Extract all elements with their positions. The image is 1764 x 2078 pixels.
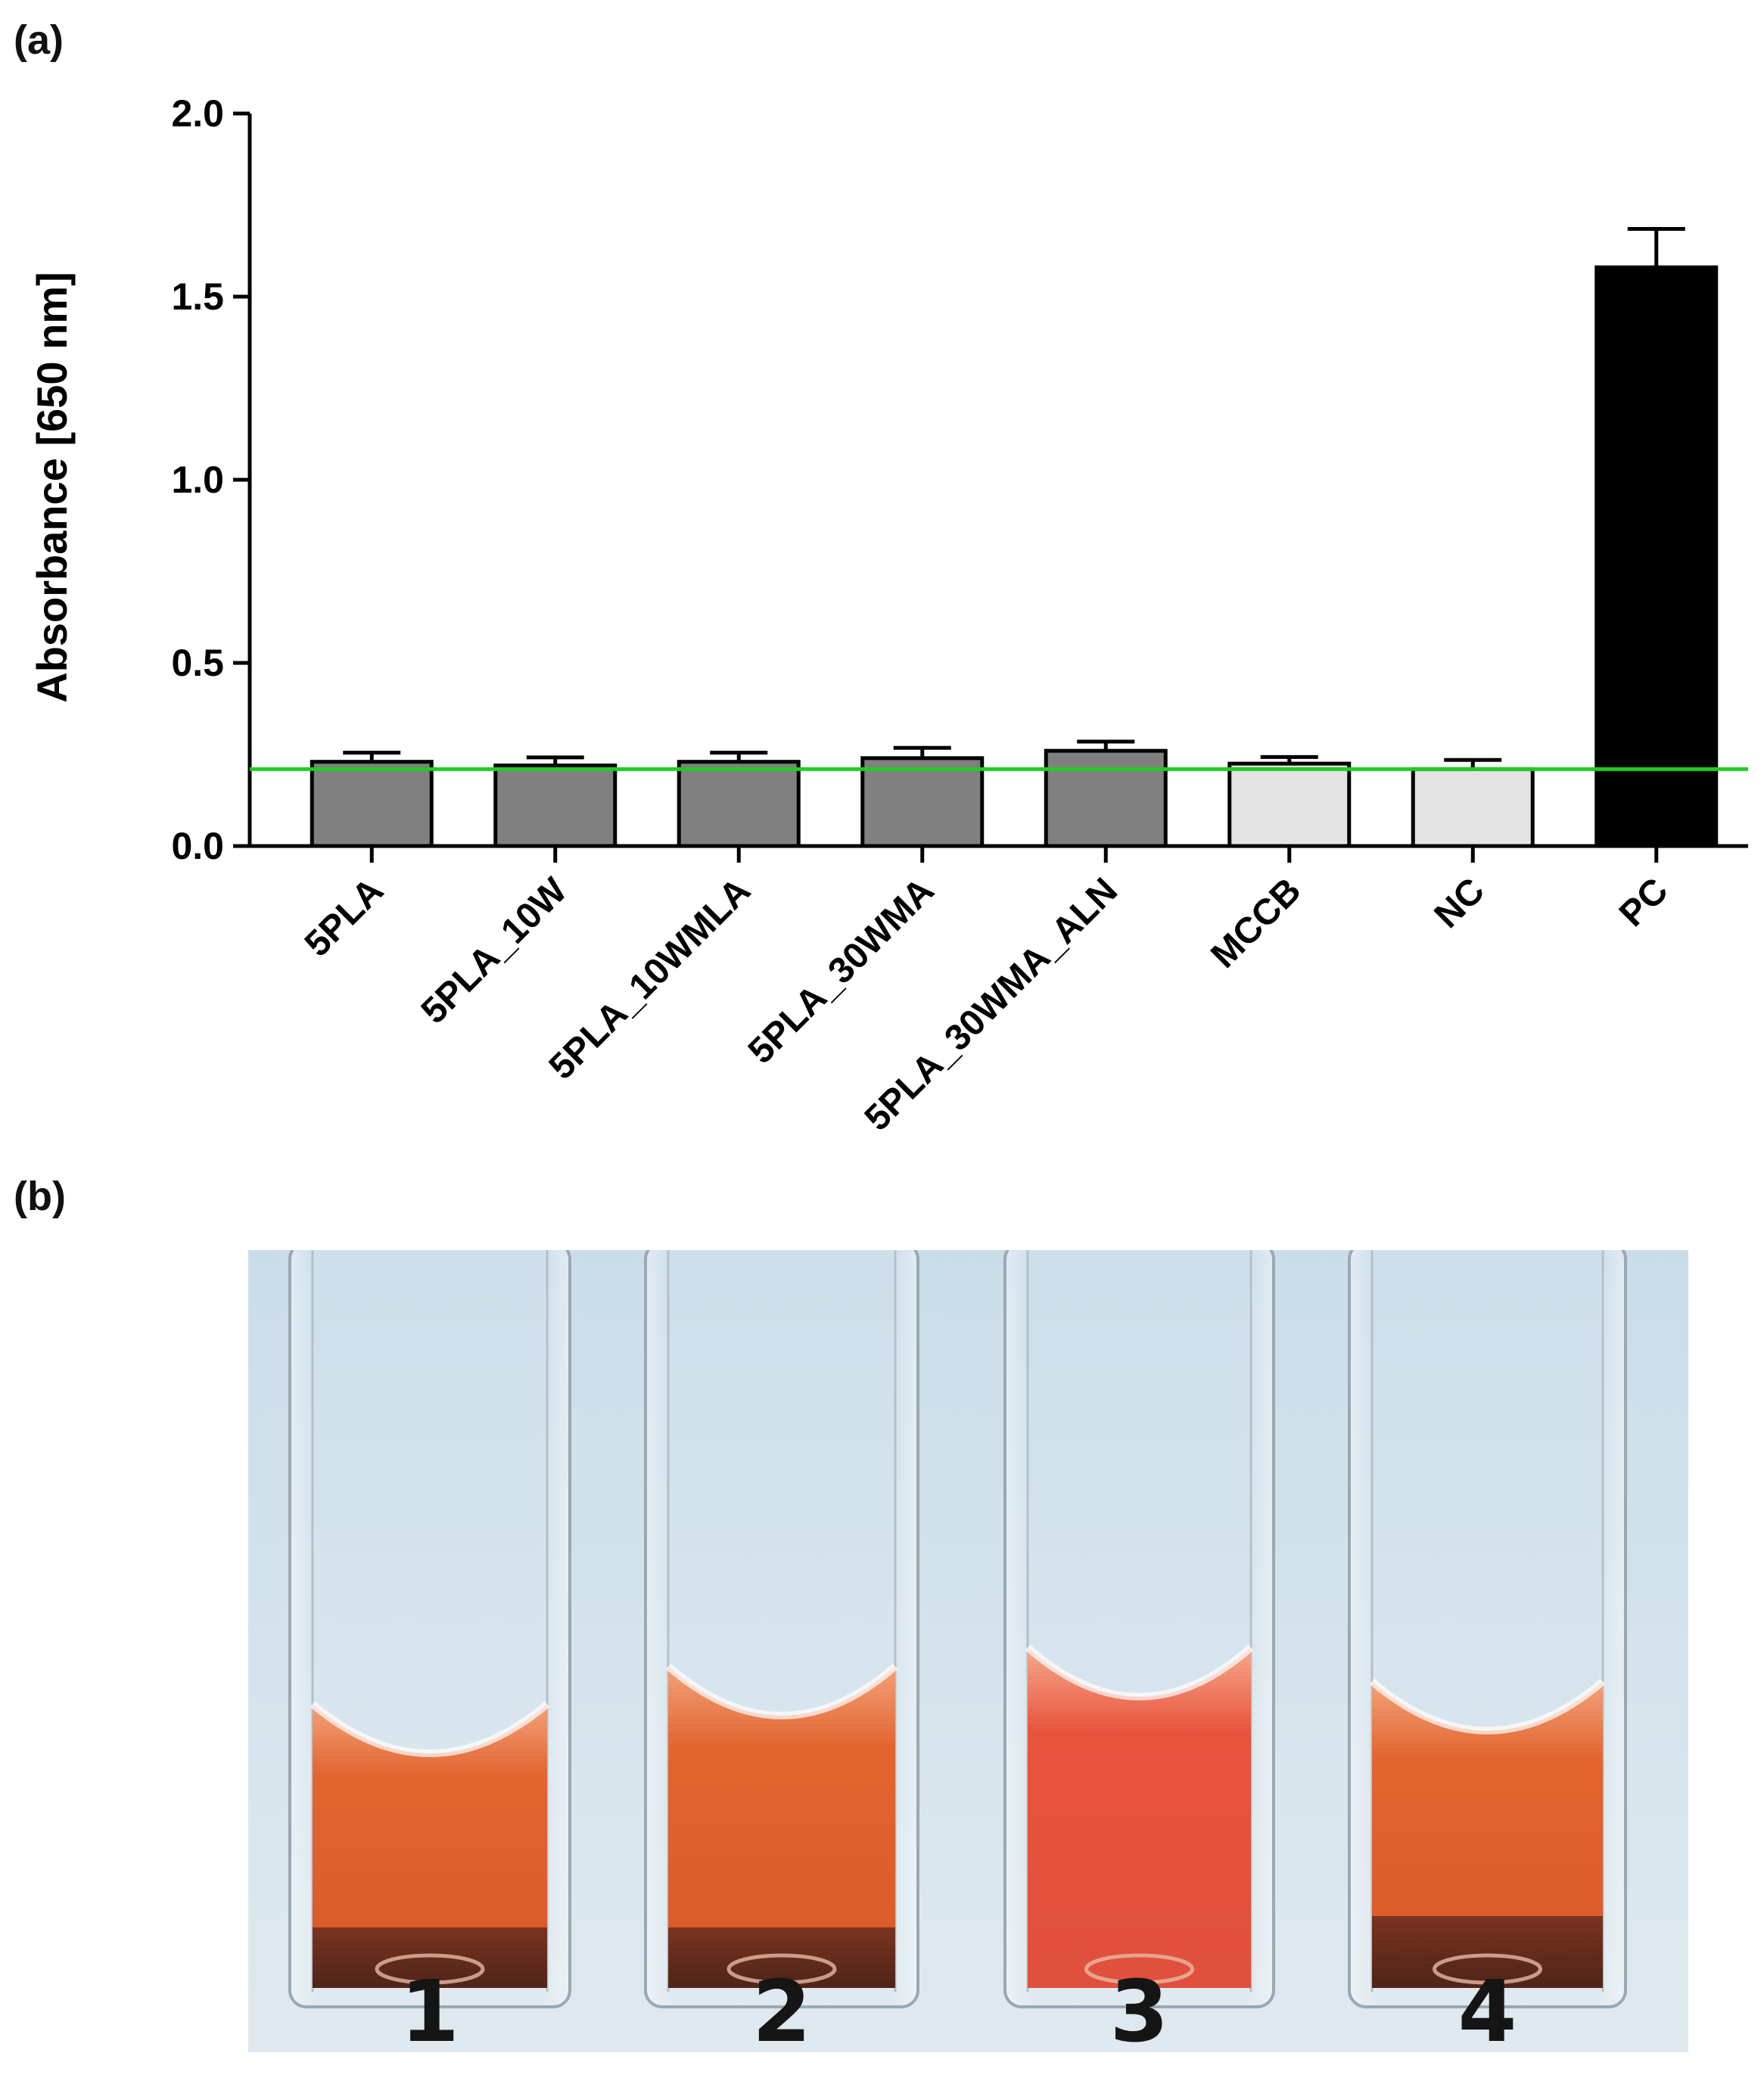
cuvette-sediment: [1372, 1916, 1603, 1988]
cuvettes: [288, 1250, 1627, 2008]
cuvette-liquid: [1028, 1647, 1251, 1988]
cuvettes-photo: 1 2 3 4: [248, 1250, 1688, 2052]
y-tick-label: 1.5: [171, 275, 224, 318]
cuvette: [1348, 1250, 1627, 2008]
x-tick-label: 5PLA: [297, 870, 391, 964]
bar: [1411, 767, 1535, 848]
cuvette-sediment: [668, 1927, 895, 1988]
cuvette-meniscus: [310, 1701, 550, 1757]
bar: [1227, 761, 1352, 848]
cuvette-labels: 1 2 3 4: [400, 1963, 1517, 2052]
cuvette-bottom-ring: [375, 1953, 485, 1985]
x-axis: 5PLA 5PLA_10W5PLA_10WMLA5PLA_30WMA5PLA_30…: [250, 844, 1748, 1139]
y-axis: 0.0 0.5 1.0 1.5 2.0 Absorbance [650 nm]: [28, 92, 252, 867]
bars: [310, 226, 1719, 848]
y-tick-label: 0.0: [171, 825, 224, 867]
bar: [1044, 748, 1168, 848]
bar: [310, 760, 434, 848]
cuvette-meniscus: [665, 1663, 898, 1719]
bar: [1594, 265, 1719, 848]
cuvette-liquid: [668, 1666, 895, 1988]
cuvette-label: 4: [1458, 1963, 1517, 2052]
cuvette-label: 2: [752, 1963, 811, 2052]
cuvette-meniscus: [1369, 1678, 1606, 1734]
bar: [860, 756, 985, 848]
x-tick-label: PC: [1612, 870, 1676, 935]
x-tick-label: 5PLA_10W: [414, 870, 575, 1031]
cuvette-bottom-ring: [726, 1953, 837, 1985]
cuvette-label: 3: [1110, 1963, 1169, 2052]
y-tick-label: 1.0: [171, 459, 224, 501]
panel-a-label: (a): [14, 17, 64, 63]
y-tick-label: 0.5: [171, 642, 224, 684]
cuvette: [1003, 1250, 1275, 2008]
cuvette-label: 1: [400, 1963, 459, 2052]
bar: [677, 760, 801, 848]
cuvette: [644, 1250, 919, 2008]
x-tick-label: 5PLA_30WMA: [741, 870, 942, 1072]
panel-b-label: (b): [14, 1174, 66, 1219]
x-tick-label: 5PLA_10WMLA: [542, 870, 758, 1087]
cuvette-sediment: [313, 1927, 547, 1988]
cuvette-liquid: [313, 1704, 547, 1988]
cuvette-bottom-ring: [1433, 1953, 1542, 1985]
cuvette: [288, 1250, 571, 2008]
cuvette-bottom-ring: [1084, 1953, 1194, 1985]
y-axis-label: Absorbance [650 nm]: [28, 272, 76, 703]
x-tick-label: MCCB: [1203, 870, 1308, 975]
cuvette-meniscus: [1025, 1644, 1254, 1700]
cuvette-liquid: [1372, 1681, 1603, 1988]
y-tick-label: 2.0: [171, 92, 224, 135]
x-tick-label: NC: [1427, 870, 1492, 935]
bar: [493, 764, 618, 848]
